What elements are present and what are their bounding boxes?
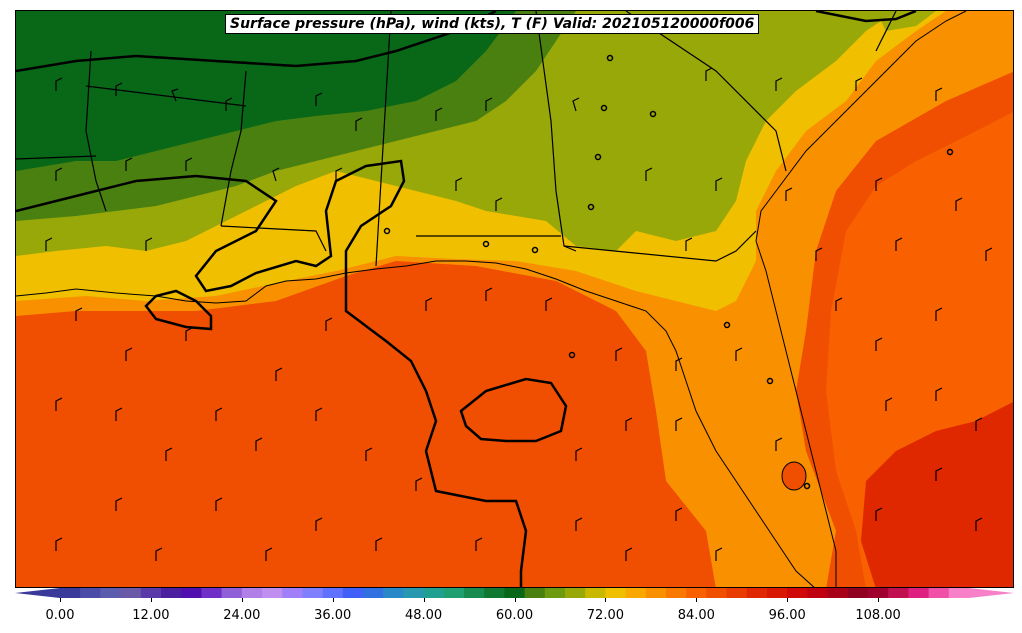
colorbar-swatch [706, 588, 728, 598]
coastline [16, 11, 967, 587]
colorbar-swatch [726, 588, 748, 598]
colorbar-swatch [241, 588, 263, 598]
isobars [16, 11, 917, 587]
map-title: Surface pressure (hPa), wind (kts), T (F… [225, 14, 760, 34]
map-panel [15, 10, 1014, 588]
colorbar-tick-mark [787, 598, 789, 602]
colorbar-swatch [746, 588, 768, 598]
colorbar-swatch [342, 588, 364, 598]
colorbar-swatch [484, 588, 505, 598]
colorbar-ticks: 0.00 12.00 24.00 36.00 48.00 60.00 72.00 84.00 9… [0, 598, 1022, 628]
colorbar-swatch [464, 588, 485, 598]
colorbar-swatch [686, 588, 707, 598]
calm-wind-markers [383, 54, 954, 490]
colorbar-swatch [524, 588, 546, 598]
colorbar-tick-mark [878, 598, 880, 602]
colorbar-tick-mark [514, 598, 516, 602]
colorbar-swatch [666, 588, 687, 598]
colorbar-tick-mark [696, 598, 698, 602]
colorbar-swatch [161, 588, 182, 598]
colorbar-swatch [787, 588, 808, 598]
colorbar-swatch [60, 588, 81, 598]
colorbar-swatch [847, 588, 869, 598]
colorbar-tick-label: 108.00 [855, 608, 901, 623]
colorbar-swatch [140, 588, 162, 598]
colorbar-tick-label: 96.00 [768, 608, 806, 623]
olive-patch [876, 11, 936, 31]
lake-okeechobee [781, 461, 807, 491]
colorbar-tick-label: 84.00 [677, 608, 715, 623]
colorbar-swatch [403, 588, 425, 598]
colorbar-swatch [201, 588, 223, 598]
colorbar-swatch [888, 588, 909, 598]
colorbar-swatch [80, 588, 101, 598]
colorbar-tick-label: 12.00 [132, 608, 170, 623]
colorbar-tick-mark [60, 598, 61, 602]
colorbar-tick-label: 24.00 [223, 608, 261, 623]
colorbar-swatch [827, 588, 849, 598]
colorbar-swatch [605, 588, 627, 598]
colorbar-swatch [908, 588, 930, 598]
colorbar-swatch [868, 588, 889, 598]
colorbar-swatch [423, 588, 445, 598]
colorbar-swatch [322, 588, 344, 598]
colorbar-swatch [443, 588, 465, 598]
colorbar-swatch [181, 588, 202, 598]
colorbar-swatch [585, 588, 606, 598]
colorbar-tick-label: 0.00 [45, 608, 75, 623]
colorbar-swatch [363, 588, 384, 598]
colorbar-swatch [120, 588, 142, 598]
colorbar-max-extend [969, 588, 1014, 598]
colorbar-swatch [928, 588, 950, 598]
colorbar-tick-label: 72.00 [586, 608, 624, 623]
colorbar-tick-label: 36.00 [314, 608, 352, 623]
colorbar-tick-mark [241, 598, 243, 602]
colorbar-swatch [100, 588, 122, 598]
colorbar-swatch [625, 588, 647, 598]
colorbar-swatch [645, 588, 667, 598]
colorbar-swatch [282, 588, 303, 598]
colorbar-swatch [221, 588, 243, 598]
colorbar-tick-label: 48.00 [404, 608, 443, 623]
colorbar-swatch [807, 588, 829, 598]
colorbar-swatch [383, 588, 404, 598]
colorbar-tick-mark [150, 598, 152, 602]
colorbar-swatch [544, 588, 566, 598]
colorbar-swatch [565, 588, 586, 598]
colorbar-tick-label: 60.00 [495, 608, 534, 623]
red-field [861, 402, 1013, 587]
colorbar-swatch [767, 588, 788, 598]
colorbar-swatch [504, 588, 526, 598]
colorbar [15, 588, 1014, 598]
wind-barbs [45, 67, 993, 561]
colorbar-tick-mark [332, 598, 334, 602]
colorbar-tick-mark [423, 598, 425, 602]
colorbar-swatch [262, 588, 283, 598]
colorbar-swatch [948, 588, 970, 598]
colorbar-tick-mark [605, 598, 607, 602]
colorbar-swatch [302, 588, 324, 598]
temperature-map [16, 11, 1013, 587]
colorbar-min-extend [15, 588, 60, 598]
